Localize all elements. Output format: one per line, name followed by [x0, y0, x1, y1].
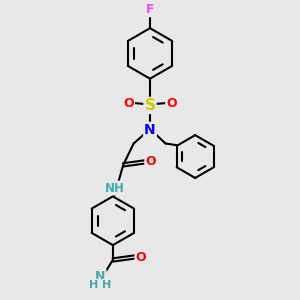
Text: NH: NH [105, 182, 125, 195]
Text: O: O [145, 155, 156, 168]
Text: H: H [88, 280, 98, 290]
Text: N: N [95, 270, 106, 283]
Text: O: O [123, 97, 134, 110]
Text: H: H [102, 280, 112, 290]
Text: F: F [146, 3, 154, 16]
Text: N: N [144, 123, 156, 137]
Text: O: O [136, 250, 146, 263]
Text: S: S [145, 98, 155, 113]
Text: O: O [166, 97, 177, 110]
